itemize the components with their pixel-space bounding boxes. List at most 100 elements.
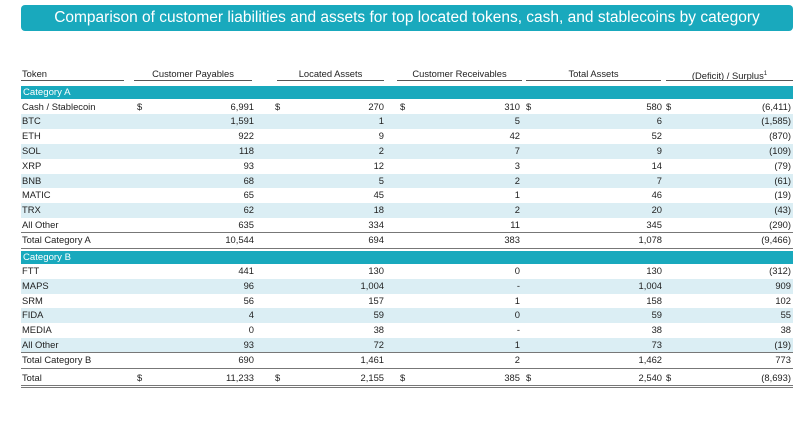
cell-customer-receivables: 310: [504, 100, 520, 112]
row-token: XRP: [22, 159, 42, 171]
row-divider: [21, 247, 793, 249]
cell-located-assets: 694: [368, 233, 384, 245]
row-token: SRM: [22, 294, 43, 306]
category-b-header: Category B: [21, 250, 793, 264]
row-token: BTC: [22, 115, 41, 127]
table-row: All Other 93 72 1 73 (19): [21, 338, 793, 353]
cell-customer-payables: 62: [243, 204, 254, 216]
row-token: Cash / Stablecoin: [22, 100, 96, 112]
row-token: Total: [22, 371, 42, 383]
cell-customer-payables: 96: [243, 279, 254, 291]
cell-deficit-surplus: 102: [775, 294, 791, 306]
header-deficit-surplus-label: (Deficit) / Surplus: [691, 70, 764, 82]
cell-customer-payables: 690: [238, 353, 254, 365]
row-token: FTT: [22, 265, 40, 276]
cell-customer-receivables: 11: [510, 218, 520, 230]
cell-deficit-surplus: 55: [780, 309, 791, 321]
grand-total-row: Total $11,233 $2,155 $385 $2,540 $ (8,693): [21, 371, 793, 386]
table-row: FIDA 4 59 0 59 55: [21, 308, 793, 324]
table-row: SRM 56 157 1 158 102: [21, 294, 793, 309]
cell-customer-receivables: 2: [514, 353, 520, 365]
table-row: BNB 68 5 2 7 (61): [21, 173, 793, 189]
cell-customer-receivables: 1: [514, 294, 520, 306]
row-token: TRX: [22, 204, 41, 216]
cell-customer-receivables: 2: [514, 174, 520, 186]
cell-customer-receivables: 1: [514, 339, 520, 350]
cell-customer-payables: 922: [238, 130, 254, 142]
cell-located-assets: 1,004: [360, 279, 384, 291]
cell-deficit-surplus: (19): [774, 339, 791, 350]
row-divider: [21, 367, 793, 369]
cell-located-assets: 45: [373, 189, 384, 201]
cell-total-assets: 2,540: [638, 371, 662, 383]
row-token: All Other: [22, 218, 59, 230]
table-row: All Other 635 334 11 345 (290): [21, 218, 793, 233]
cell-customer-payables: 1,591: [230, 115, 254, 127]
table-row: BTC 1,591 1 5 6 (1,585): [21, 114, 793, 130]
cell-deficit-surplus: 38: [780, 324, 791, 336]
cell-located-assets: 1,461: [360, 353, 384, 365]
cell-deficit-surplus: (109): [769, 144, 791, 156]
cell-customer-receivables: 42: [509, 130, 520, 142]
cell-located-assets: 38: [373, 324, 384, 336]
cell-located-assets: 5: [378, 174, 384, 186]
cell-customer-payables: 11,233: [226, 371, 254, 383]
table-row: MATIC 65 45 1 46 (19): [21, 188, 793, 203]
row-divider: [21, 352, 793, 354]
cell-customer-payables: 0: [248, 324, 254, 336]
cell-deficit-surplus: (79): [774, 159, 791, 171]
cell-customer-receivables: -: [516, 279, 520, 291]
cell-deficit-surplus: (1,585): [761, 115, 791, 127]
cell-located-assets: 1: [378, 115, 384, 127]
header-deficit-surplus: (Deficit) / Surplus1: [666, 68, 793, 82]
cell-deficit-surplus: (870): [769, 130, 791, 142]
cell-total-assets: 345: [646, 218, 662, 230]
cell-customer-payables: 118: [239, 144, 254, 156]
currency-symbol: $: [400, 100, 406, 112]
cell-located-assets: 9: [378, 130, 384, 142]
footnote-marker: 1: [763, 71, 768, 77]
cell-located-assets: 2: [378, 144, 384, 156]
cell-customer-receivables: 0: [514, 309, 520, 321]
currency-symbol: $: [137, 371, 143, 383]
category-a-total-row: Total Category A 10,544 694 383 1,078 (9,466): [21, 233, 793, 248]
row-token: FIDA: [22, 309, 44, 321]
cell-customer-receivables: 0: [514, 265, 520, 276]
cell-total-assets: 7: [656, 174, 662, 186]
cell-deficit-surplus: (8,693): [761, 371, 791, 383]
cell-deficit-surplus: (6,411): [761, 100, 791, 112]
cell-located-assets: 334: [368, 218, 384, 230]
table-row: MEDIA 0 38 - 38 38: [21, 323, 793, 338]
row-token: ETH: [22, 130, 41, 142]
cell-total-assets: 59: [651, 309, 662, 321]
cell-customer-receivables: 383: [504, 233, 520, 245]
currency-symbol: $: [666, 100, 672, 112]
cell-deficit-surplus: (290): [769, 218, 791, 230]
cell-located-assets: 59: [373, 309, 384, 321]
header-customer-receivables: Customer Receivables: [412, 68, 507, 79]
cell-customer-payables: 56: [243, 294, 254, 306]
cell-customer-payables: 10,544: [225, 233, 254, 245]
cell-customer-receivables: 2: [514, 204, 520, 216]
currency-symbol: $: [275, 100, 281, 112]
cell-deficit-surplus: (19): [774, 189, 791, 201]
row-token: SOL: [22, 144, 41, 156]
cell-total-assets: 130: [646, 265, 662, 276]
cell-deficit-surplus: (43): [774, 204, 791, 216]
row-token: Total Category B: [22, 353, 92, 365]
row-token: Total Category A: [22, 233, 91, 245]
table-row: Cash / Stablecoin $6,991 $270 $310 $580 $ (6,4…: [21, 100, 793, 115]
table-header: Token Customer Payables Located Assets C…: [21, 67, 793, 82]
cell-located-assets: 270: [368, 100, 384, 112]
category-b-header-label: Category B: [23, 251, 71, 263]
cell-total-assets: 14: [651, 159, 662, 171]
cell-customer-payables: 4: [248, 309, 254, 321]
currency-symbol: $: [275, 371, 281, 383]
currency-symbol: $: [400, 371, 406, 383]
cell-located-assets: 2,155: [360, 371, 384, 383]
row-divider: [21, 232, 793, 234]
cell-deficit-surplus: 773: [775, 353, 791, 365]
table-row: XRP 93 12 3 14 (79): [21, 159, 793, 174]
row-token: MAPS: [22, 279, 49, 291]
cell-customer-payables: 6,991: [230, 100, 254, 112]
